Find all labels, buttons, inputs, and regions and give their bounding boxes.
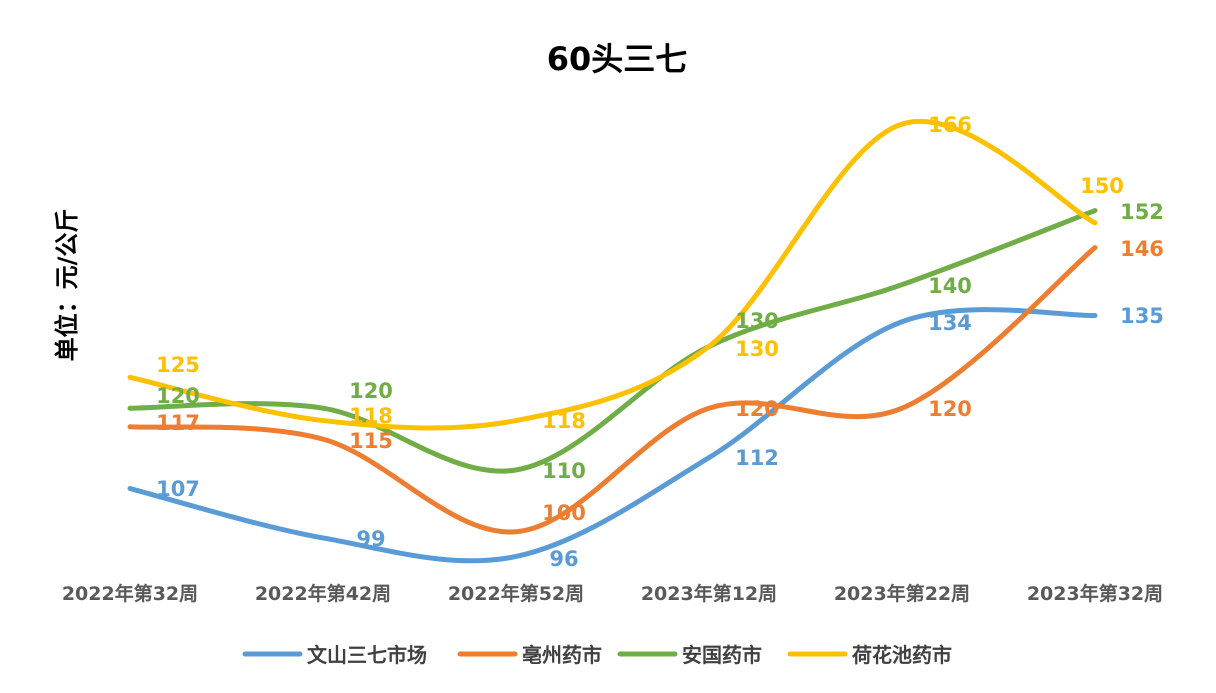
x-tick-label: 2023年第32周 xyxy=(1027,582,1163,605)
legend-item[interactable]: 亳州药市 xyxy=(457,643,602,667)
data-label: 120 xyxy=(928,397,972,421)
x-tick-label: 2022年第52周 xyxy=(448,582,584,605)
data-label: 118 xyxy=(349,404,393,428)
chart-title: 60头三七 xyxy=(547,40,688,78)
legend-label: 文山三七市场 xyxy=(307,643,427,667)
data-label: 120 xyxy=(735,397,779,421)
legend-label: 荷花池药市 xyxy=(852,643,952,667)
series-line xyxy=(127,307,1098,564)
data-label: 166 xyxy=(928,113,972,137)
data-label: 130 xyxy=(735,309,779,333)
data-label: 112 xyxy=(735,446,779,470)
data-label: 118 xyxy=(542,409,586,433)
x-tick-label: 2023年第22周 xyxy=(834,582,970,605)
series-line xyxy=(127,119,1098,431)
legend-item[interactable]: 文山三七市场 xyxy=(242,643,427,667)
data-label: 130 xyxy=(735,337,779,361)
data-label: 152 xyxy=(1120,200,1164,224)
data-label: 146 xyxy=(1120,237,1164,261)
data-label: 117 xyxy=(156,411,200,435)
series-line xyxy=(127,208,1098,474)
data-label: 107 xyxy=(156,477,200,501)
data-label: 115 xyxy=(349,429,393,453)
legend-label: 安国药市 xyxy=(682,643,762,667)
x-tick-label: 2022年第42周 xyxy=(255,582,391,605)
x-tick-label: 2022年第32周 xyxy=(62,582,198,605)
data-label: 100 xyxy=(542,501,586,525)
data-label: 96 xyxy=(549,547,578,571)
data-label: 110 xyxy=(542,459,586,483)
legend-label: 亳州药市 xyxy=(522,643,602,667)
data-label: 120 xyxy=(156,384,200,408)
series-line xyxy=(127,245,1098,535)
data-label: 150 xyxy=(1080,174,1124,198)
data-label: 135 xyxy=(1120,304,1164,328)
x-tick-label: 2023年第12周 xyxy=(641,582,777,605)
y-axis-label: 单位：元/公斤 xyxy=(53,209,81,362)
data-label: 140 xyxy=(928,274,972,298)
data-label: 99 xyxy=(356,527,385,551)
legend-item[interactable]: 安国药市 xyxy=(617,643,762,667)
data-label: 125 xyxy=(156,353,200,377)
data-label: 134 xyxy=(928,311,972,335)
data-label: 120 xyxy=(349,379,393,403)
legend-item[interactable]: 荷花池药市 xyxy=(787,643,952,667)
